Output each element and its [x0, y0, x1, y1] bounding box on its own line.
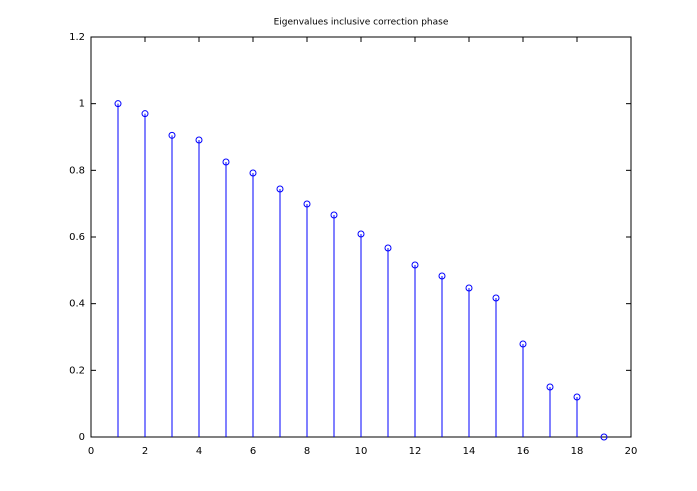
y-tick-label: 0.6: [69, 232, 85, 243]
chart-title: Eigenvalues inclusive correction phase: [274, 18, 449, 28]
stem-marker: [141, 110, 149, 118]
stem-marker: [168, 131, 176, 139]
y-tick-label: 0.8: [69, 165, 85, 176]
stem-marker: [249, 169, 257, 177]
stem-marker: [114, 100, 122, 108]
y-tick-label: 1: [79, 99, 85, 110]
x-tick-label: 8: [304, 446, 310, 457]
x-tick-label: 10: [355, 446, 368, 457]
stem-marker: [222, 158, 230, 166]
x-tick-label: 6: [250, 446, 256, 457]
stem-marker: [357, 230, 365, 238]
y-tick-label: 0.2: [69, 365, 85, 376]
stem-marker: [303, 200, 311, 208]
stem-marker: [546, 383, 554, 391]
stem-marker: [384, 244, 392, 252]
stem-marker: [330, 211, 338, 219]
stem-marker: [465, 284, 473, 292]
stem-marker: [438, 272, 446, 280]
x-tick-label: 14: [463, 446, 476, 457]
y-tick-label: 0: [79, 432, 85, 443]
y-tick-label: 1.2: [69, 32, 85, 43]
stem-marker: [519, 340, 527, 348]
x-tick-label: 2: [142, 446, 148, 457]
x-tick-label: 0: [88, 446, 94, 457]
x-tick-label: 16: [517, 446, 530, 457]
stem-marker: [600, 433, 608, 441]
stem-marker: [492, 294, 500, 302]
x-tick-label: 20: [625, 446, 638, 457]
stem-marker: [573, 393, 581, 401]
stem-marker: [276, 185, 284, 193]
x-tick-label: 12: [409, 446, 422, 457]
x-tick-label: 18: [571, 446, 584, 457]
y-tick-label: 0.4: [69, 299, 85, 310]
stem-marker: [195, 136, 203, 144]
stem-marker: [411, 261, 419, 269]
x-tick-label: 4: [196, 446, 202, 457]
